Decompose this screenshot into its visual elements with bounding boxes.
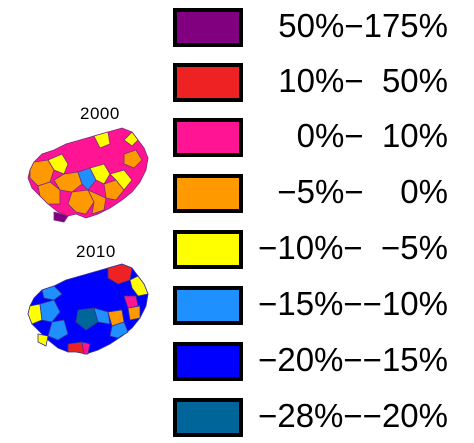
legend-swatch bbox=[173, 63, 243, 102]
region-2000-g bbox=[103, 179, 125, 201]
legend-item: 0%− 10% bbox=[170, 116, 470, 157]
region-2010-h bbox=[109, 321, 129, 339]
legend-swatch bbox=[173, 342, 243, 381]
region-2010-e bbox=[75, 307, 99, 331]
map-title-2000: 2000 bbox=[80, 104, 120, 123]
region-2010-b bbox=[39, 299, 61, 323]
map-panel: 2000 2010 bbox=[0, 0, 160, 443]
legend-range-label: 10%− 50% bbox=[278, 62, 448, 99]
region-2000-m bbox=[123, 131, 139, 147]
hainan-map-2010 bbox=[27, 263, 149, 355]
region-2000-j bbox=[109, 169, 133, 191]
legend-swatch bbox=[173, 8, 243, 47]
legend-range-label: −28%−−20% bbox=[258, 397, 448, 434]
region-2010-c bbox=[41, 285, 63, 301]
legend-item: −10%− −5% bbox=[170, 228, 470, 269]
legend-item: −5%− 0% bbox=[170, 172, 470, 213]
region-2010-l bbox=[127, 305, 141, 321]
region-2000-l bbox=[93, 131, 111, 149]
legend-item: −20%−−15% bbox=[170, 340, 470, 381]
legend-range-label: 50%−175% bbox=[278, 7, 448, 44]
region-2010-o bbox=[81, 341, 91, 355]
legend-swatch bbox=[173, 174, 243, 213]
legend-range-label: −15%−−10% bbox=[258, 285, 448, 322]
legend-swatch bbox=[173, 286, 243, 325]
region-2010-m bbox=[37, 333, 49, 347]
region-2010-j bbox=[129, 275, 149, 297]
region-2010-a bbox=[27, 303, 43, 325]
legend-range-label: −10%− −5% bbox=[258, 229, 448, 266]
region-2010-d bbox=[47, 319, 69, 341]
legend-swatch bbox=[173, 230, 243, 269]
legend-range-label: −5%− 0% bbox=[277, 173, 448, 210]
legend-range-label: −20%−−15% bbox=[258, 341, 448, 378]
legend-range-label: 0%− 10% bbox=[296, 117, 448, 154]
region-2000-e bbox=[77, 167, 97, 191]
legend-swatch bbox=[173, 398, 243, 437]
legend-item: 50%−175% bbox=[170, 6, 470, 47]
region-2000-i bbox=[87, 189, 107, 215]
legend-item: 10%− 50% bbox=[170, 61, 470, 102]
legend-swatch bbox=[173, 118, 243, 157]
legend-item: −28%−−20% bbox=[170, 396, 470, 437]
hainan-map-2000 bbox=[27, 127, 149, 223]
region-2000-c bbox=[47, 153, 69, 175]
region-2010-n bbox=[67, 341, 87, 355]
region-2000-f bbox=[89, 163, 111, 185]
region-2010-f bbox=[93, 307, 111, 325]
region-2000-b bbox=[37, 181, 61, 205]
legend-item: −15%−−10% bbox=[170, 284, 470, 325]
map-title-2010: 2010 bbox=[76, 242, 116, 261]
region-2000-k bbox=[123, 149, 143, 169]
region-2000-n bbox=[53, 211, 69, 223]
